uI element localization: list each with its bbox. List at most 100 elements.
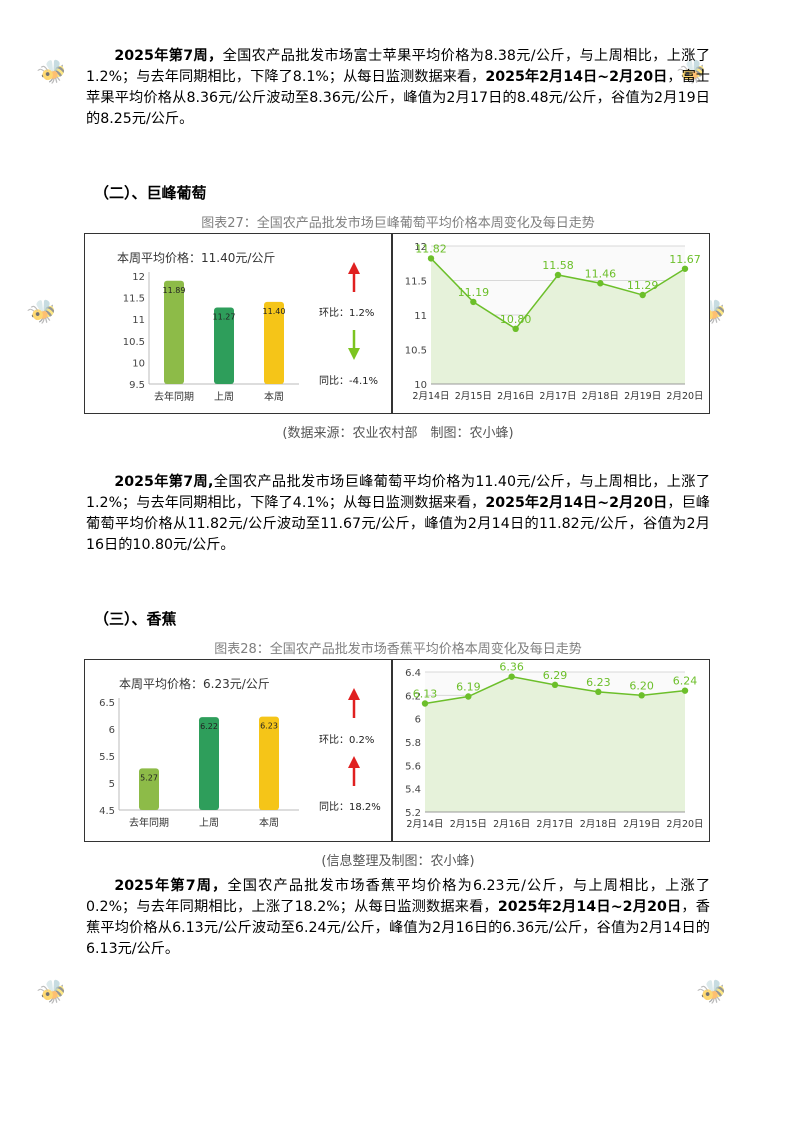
para-text: 全国农产品批发市场富士苹果平均价格为8.38元/公斤，与上周相比，上涨了1.2%… <box>86 48 711 85</box>
y-tick-label: 10.5 <box>405 346 427 357</box>
grape-mom-label: 环比：1.2% <box>319 307 374 319</box>
para-date-range: 2025年2月14日~2月20日 <box>485 495 668 511</box>
banana-line-chart: 5.2 5.4 5.6 5.8 6 6.2 6.4 6.13 2月14日 6.19 2月15日 6.3… <box>405 661 703 830</box>
para-text: ，巨峰葡萄平均价格从11.82元/公斤波动至11.67元/公斤，峰值为2月14日… <box>86 495 710 553</box>
grape-source: (数据来源：农业农村部 制图：农小蜂) <box>282 426 514 441</box>
y-tick-label: 12 <box>132 272 145 283</box>
bar <box>214 307 234 384</box>
series-area <box>425 676 685 812</box>
data-label: 6.29 <box>543 669 568 682</box>
x-tick-label: 2月16日 <box>493 819 530 830</box>
banana-figure-caption: 图表28：全国农产品批发市场香蕉平均价格本周变化及每日走势 <box>214 642 582 657</box>
data-point <box>421 700 429 707</box>
x-tick-label: 2月15日 <box>455 391 492 402</box>
data-point <box>551 681 559 689</box>
banana-bar-chart: 本周平均价格：6.23元/公斤 环比：0.2% 同比：18.2% 4.5 5 5.5… <box>99 676 381 829</box>
arrow-down-icon <box>348 348 360 360</box>
data-point <box>512 325 519 332</box>
banana-section-title: （三）、香蕉 <box>94 610 177 628</box>
x-tick-label: 2月17日 <box>536 819 573 830</box>
data-label: 11.46 <box>585 267 617 280</box>
x-tick-label: 2月15日 <box>450 819 487 830</box>
y-tick-label: 11 <box>132 315 145 326</box>
y-tick-label: 5.8 <box>405 738 421 749</box>
bar-value-label: 11.27 <box>213 313 236 322</box>
grape-figure-caption: 图表27：全国农产品批发市场巨峰葡萄平均价格本周变化及每日走势 <box>201 216 595 231</box>
x-tick-label: 2月14日 <box>412 391 449 402</box>
data-point <box>427 255 435 262</box>
x-tick-label: 2月16日 <box>497 391 534 402</box>
data-point <box>470 298 477 306</box>
data-point <box>639 291 646 299</box>
x-tick-label: 2月20日 <box>666 819 703 830</box>
arrow-up-icon <box>348 756 360 768</box>
para-lead: 2025年第7周, <box>114 474 214 490</box>
x-tick-label: 上周 <box>199 817 219 829</box>
y-tick-label: 5 <box>109 779 115 790</box>
banana-source: (信息整理及制图：农小蜂) <box>321 854 475 869</box>
x-tick-label: 2月18日 <box>582 391 619 402</box>
y-tick-label: 5.5 <box>99 752 115 763</box>
data-point <box>554 271 562 279</box>
banana-line-panel: 5.2 5.4 5.6 5.8 6 6.2 6.4 6.13 2月14日 6.19 2月15日 6.3… <box>392 659 710 842</box>
grape-yoy-label: 同比：-4.1% <box>319 375 378 387</box>
x-tick-label: 2月19日 <box>623 819 660 830</box>
data-label: 6.36 <box>499 661 524 674</box>
data-point <box>597 280 604 287</box>
para-text: 全国农产品批发市场巨峰葡萄平均价格为11.40元/公斤，与上周相比，上涨了1.2… <box>86 474 711 511</box>
x-tick-label: 上周 <box>214 391 234 403</box>
data-point <box>681 265 689 272</box>
bar-value-label: 11.89 <box>163 286 186 295</box>
banana-mom-label: 环比：0.2% <box>319 734 374 746</box>
banana-paragraph: 2025年第7周，全国农产品批发市场香蕉平均价格为6.23元/公斤，与上周相比，… <box>86 876 710 960</box>
y-tick-label: 11 <box>414 311 427 322</box>
y-tick-label: 10.5 <box>123 337 145 348</box>
bar <box>264 301 284 384</box>
data-label: 6.23 <box>586 676 611 689</box>
y-tick-label: 11.5 <box>123 294 145 305</box>
y-tick-label: 6.4 <box>405 668 421 679</box>
banana-weekly-label: 本周平均价格：6.23元/公斤 <box>119 676 270 691</box>
para-text: 全国农产品批发市场香蕉平均价格为6.23元/公斤，与上周相比，上涨了0.2%；与… <box>86 878 711 915</box>
bar <box>164 280 184 384</box>
x-tick-label: 2月19日 <box>624 391 661 402</box>
para-text: ，富士苹果平均价格从8.36元/公斤波动至8.36元/公斤，峰值为2月17日的8… <box>86 69 710 127</box>
data-label: 10.80 <box>500 313 532 326</box>
y-tick-label: 10 <box>132 358 145 369</box>
para-date-range: 2025年2月14日~2月20日 <box>485 69 668 85</box>
x-tick-label: 本周 <box>259 816 279 829</box>
para-lead: 2025年第7周， <box>114 878 228 894</box>
para-text: ，香蕉平均价格从6.13元/公斤波动至6.24元/公斤，峰值为2月16日的6.3… <box>86 899 710 957</box>
grape-bar-chart: 本周平均价格：11.40元/公斤 环比：1.2% 同比：-4.1% 9.5 10 1… <box>117 250 378 403</box>
x-tick-label: 本周 <box>264 390 284 403</box>
bar <box>139 768 159 810</box>
watermark: 🐝 <box>35 974 73 1011</box>
x-tick-label: 去年同期 <box>154 390 194 403</box>
data-point <box>508 673 515 680</box>
data-label: 6.24 <box>673 675 698 688</box>
y-tick-label: 9.5 <box>129 380 145 391</box>
y-tick-label: 5.2 <box>405 808 421 819</box>
data-label: 11.58 <box>542 259 574 272</box>
bar-value-label: 6.22 <box>200 722 218 731</box>
y-tick-label: 6 <box>109 725 115 736</box>
grape-weekly-label: 本周平均价格：11.40元/公斤 <box>117 250 275 265</box>
y-tick-label: 10 <box>414 380 427 391</box>
y-tick-label: 6.5 <box>99 698 115 709</box>
para-lead: 2025年第7周， <box>114 48 223 64</box>
arrow-up-icon <box>348 262 360 274</box>
bar <box>199 717 219 810</box>
data-point <box>681 687 689 694</box>
banana-yoy-label: 同比：18.2% <box>319 801 381 813</box>
data-point <box>465 693 472 700</box>
x-tick-label: 2月20日 <box>666 391 703 402</box>
data-label: 11.82 <box>415 242 447 255</box>
data-label: 11.29 <box>627 279 659 292</box>
bar-value-label: 11.40 <box>263 307 286 316</box>
x-tick-label: 2月17日 <box>539 391 576 402</box>
bar-value-label: 5.27 <box>140 773 158 782</box>
x-tick-label: 2月18日 <box>580 819 617 830</box>
data-label: 11.19 <box>458 286 490 299</box>
data-label: 6.20 <box>629 679 654 692</box>
